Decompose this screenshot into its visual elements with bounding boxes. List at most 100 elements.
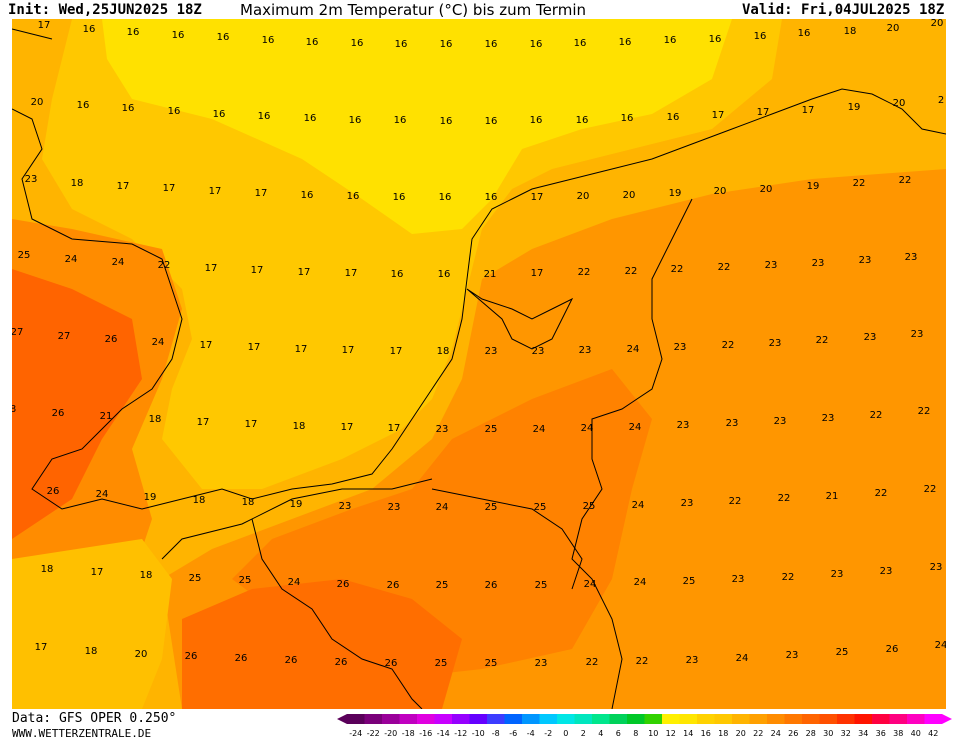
- temperature-value: 16: [485, 116, 498, 127]
- legend-swatch: [767, 714, 785, 724]
- temperature-value: 23: [681, 498, 694, 509]
- legend-swatch: [347, 714, 365, 724]
- temperature-value: 22: [875, 488, 888, 499]
- color-legend: -24 -22 -20 -18 -16 -14 -12 -10 -8 -6 -4 -2 0 2 4 6 8 10 1…: [337, 714, 952, 738]
- temperature-value: 22: [778, 493, 791, 504]
- temperature-value: 25: [485, 502, 498, 513]
- legend-swatch: [557, 714, 575, 724]
- legend-swatch: [504, 714, 522, 724]
- map-canvas: [12, 19, 946, 709]
- temperature-value: 24: [112, 257, 125, 268]
- legend-swatch: [452, 714, 470, 724]
- temperature-value: 21: [100, 411, 113, 422]
- temperature-value: 16: [127, 27, 140, 38]
- temperature-value: 20: [760, 184, 773, 195]
- temperature-value: 23: [485, 346, 498, 357]
- temperature-value: 26: [387, 580, 400, 591]
- temperature-value: 25: [189, 573, 202, 584]
- legend-swatch: [487, 714, 505, 724]
- legend-tick-label: -4: [527, 729, 535, 738]
- temperature-value: 17: [209, 186, 222, 197]
- temperature-value: 23: [880, 566, 893, 577]
- temperature-value: 22: [578, 267, 591, 278]
- temperature-value: 17: [531, 192, 544, 203]
- legend-tick-label: -14: [437, 729, 450, 738]
- temperature-value: 26: [47, 486, 60, 497]
- temperature-value: 24: [632, 500, 645, 511]
- temperature-value: 24: [436, 502, 449, 513]
- legend-tick-label: -8: [492, 729, 500, 738]
- temperature-value: 16: [349, 115, 362, 126]
- temperature-value: 20: [893, 98, 906, 109]
- temperature-value: 17: [298, 267, 311, 278]
- legend-tick-label: 0: [563, 729, 568, 738]
- temperature-value: 17: [197, 417, 210, 428]
- temperature-value: 16: [351, 38, 364, 49]
- temperature-value: 25: [239, 575, 252, 586]
- temperature-value: 16: [667, 112, 680, 123]
- temperature-value: 16: [301, 190, 314, 201]
- temperature-value: 26: [886, 644, 899, 655]
- temperature-value: 20: [577, 191, 590, 202]
- temperature-value: 17: [251, 265, 264, 276]
- legend-tick-label: -2: [544, 729, 552, 738]
- shading-26: [182, 579, 462, 709]
- temperature-value: 24: [584, 579, 597, 590]
- temperature-value: 23: [579, 345, 592, 356]
- temperature-value: 24: [634, 577, 647, 588]
- temperature-value: 17: [342, 345, 355, 356]
- temperature-value: 17: [802, 105, 815, 116]
- temperature-value: 22: [636, 656, 649, 667]
- temperature-value: 23: [812, 258, 825, 269]
- legend-tick-label: 6: [616, 729, 621, 738]
- temperature-value: 23: [532, 346, 545, 357]
- legend-swatch: [837, 714, 855, 724]
- legend-swatch: [749, 714, 767, 724]
- legend-arrow-high: [942, 714, 952, 724]
- temperature-value: 17: [35, 642, 48, 653]
- legend-tick-label: -12: [454, 729, 467, 738]
- temperature-value: 26: [385, 658, 398, 669]
- temperature-value: 24: [581, 423, 594, 434]
- temperature-value: 17: [245, 419, 258, 430]
- legend-tick-label: 40: [911, 729, 921, 738]
- temperature-value: 24: [629, 422, 642, 433]
- legend-tick-label: -10: [472, 729, 485, 738]
- legend-tick-label: 24: [771, 729, 781, 738]
- shading-sw: [12, 539, 172, 709]
- legend-swatch: [609, 714, 627, 724]
- legend-swatch: [907, 714, 925, 724]
- legend-swatch: [592, 714, 610, 724]
- legend-swatch: [662, 714, 680, 724]
- temperature-value: 18: [149, 414, 162, 425]
- temperature-value: 16: [530, 115, 543, 126]
- legend-swatch: [889, 714, 907, 724]
- temperature-value: 16: [574, 38, 587, 49]
- temperature-value: 23: [822, 413, 835, 424]
- temperature-value: 18: [140, 570, 153, 581]
- temperature-value: 16: [576, 115, 589, 126]
- temperature-value: 23: [905, 252, 918, 263]
- temperature-value: 18: [41, 564, 54, 575]
- temperature-value: 16: [619, 37, 632, 48]
- temperature-value: 21: [826, 491, 839, 502]
- temperature-value: 16: [440, 39, 453, 50]
- temperature-value: 17: [163, 183, 176, 194]
- temperature-value: 18: [844, 26, 857, 37]
- temperature-value: 23: [930, 562, 943, 573]
- legend-tick-label: -24: [349, 729, 362, 738]
- temperature-value: 19: [669, 188, 682, 199]
- temperature-value: 26: [285, 655, 298, 666]
- temperature-value: 25: [836, 647, 849, 658]
- legend-swatch: [382, 714, 400, 724]
- legend-tick-label: -20: [384, 729, 397, 738]
- temperature-value: 17: [388, 423, 401, 434]
- temperature-value: 25: [435, 658, 448, 669]
- temperature-value: 26: [337, 579, 350, 590]
- temperature-value: 25: [583, 501, 596, 512]
- legend-tick-label: 4: [598, 729, 603, 738]
- temperature-value: 24: [533, 424, 546, 435]
- temperature-map[interactable]: 17 16 16 16 16 16 16 16 16 16 16 16 16 16 16 16 16 16 18 20…: [12, 19, 946, 709]
- temperature-value: 22: [918, 406, 931, 417]
- legend-tick-label: 26: [788, 729, 798, 738]
